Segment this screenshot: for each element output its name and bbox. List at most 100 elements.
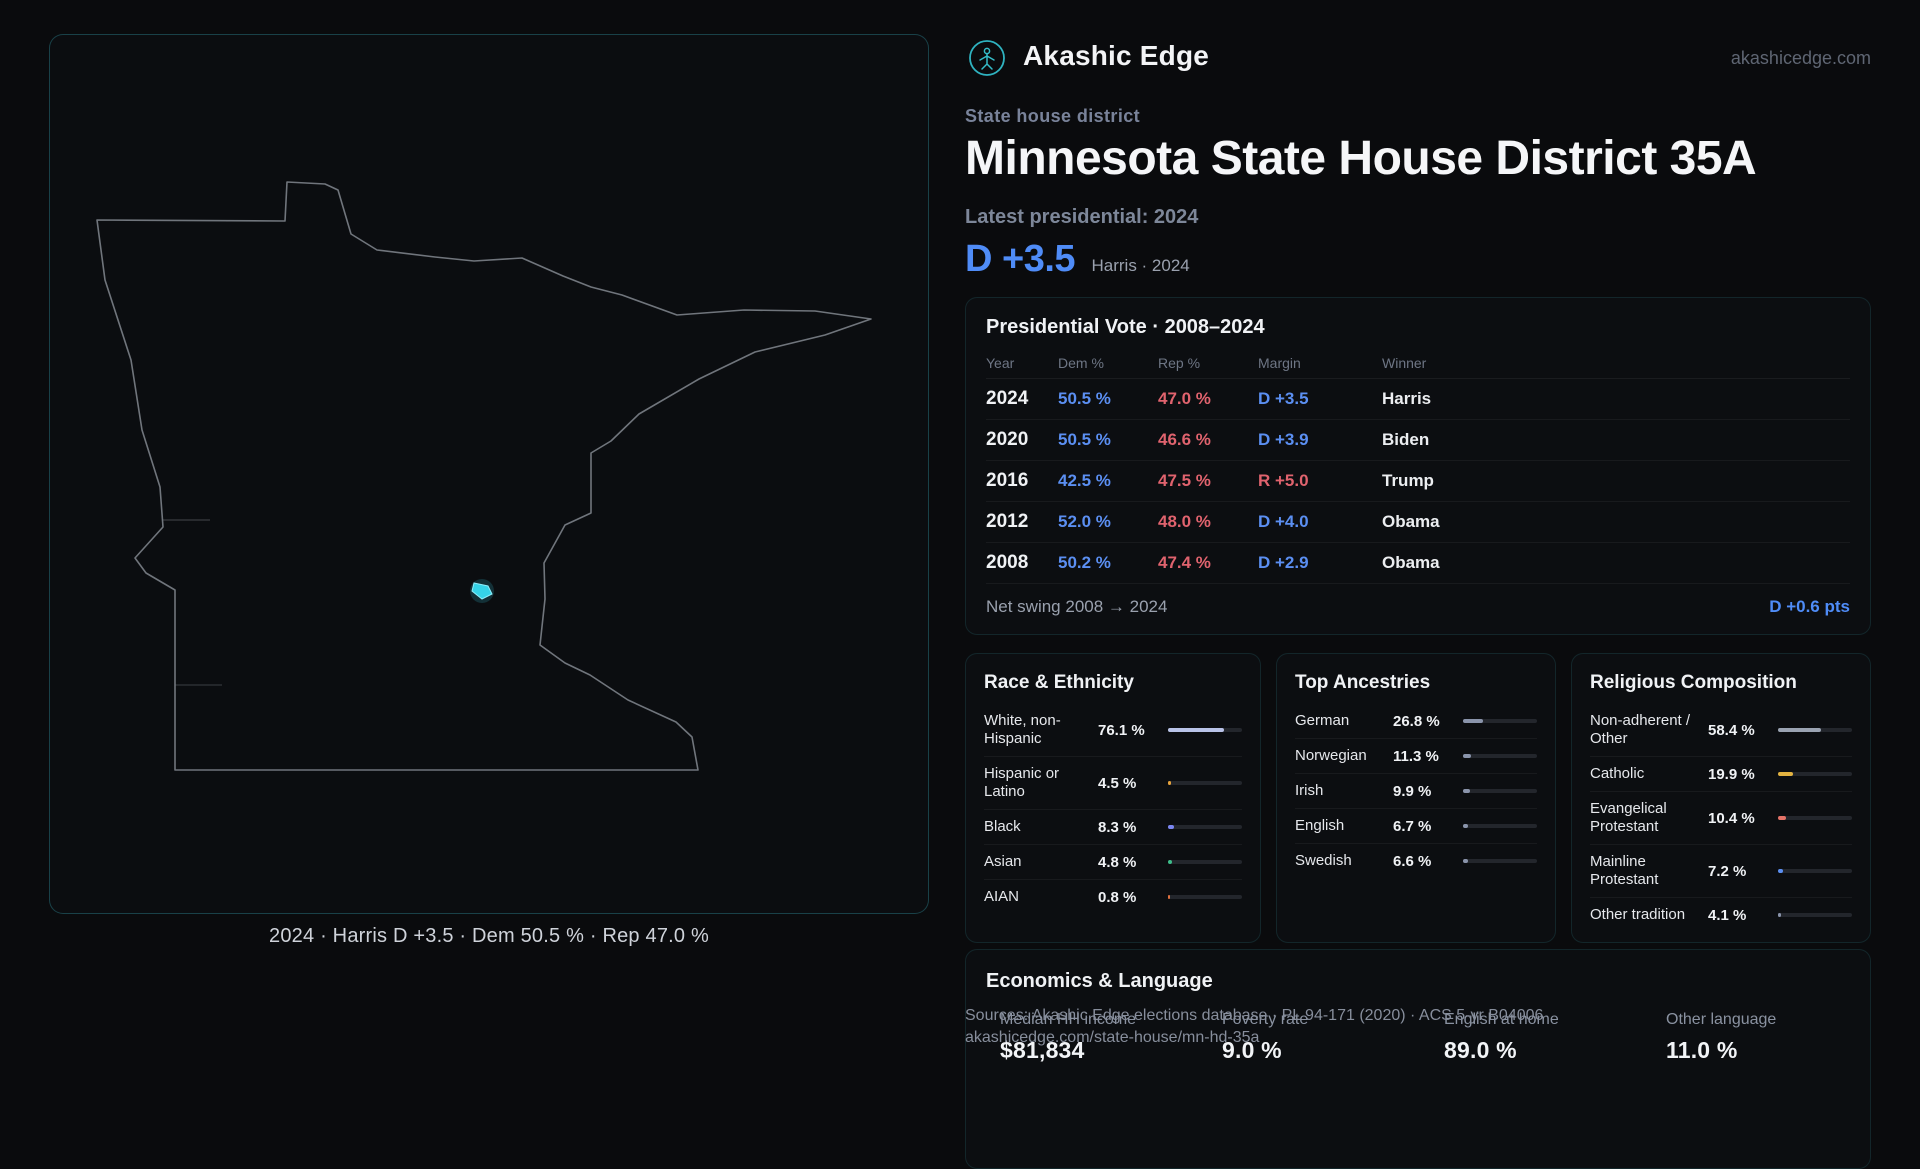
vote-year: 2008 (986, 552, 1029, 573)
demo-label: Other tradition (1590, 906, 1686, 923)
demo-label: Asian (984, 853, 1022, 870)
col-winner: Winner (1382, 354, 1427, 371)
list-item: Norwegian 11.3 % (1295, 739, 1537, 774)
vote-rep-pct: 47.4 % (1158, 553, 1211, 572)
bar-track (1778, 772, 1852, 776)
list-item: Swedish 6.6 % (1295, 844, 1537, 878)
demo-value: 8.3 % (1098, 818, 1137, 836)
religion-card-title: Religious Composition (1590, 672, 1797, 693)
net-swing-row: Net swing 2008 → 2024 D +0.6 pts (986, 597, 1850, 617)
stat-median-income: Median HH income $81,834 (1000, 1011, 1222, 1064)
vote-rep-pct: 48.0 % (1158, 512, 1211, 531)
vote-rep-pct: 46.6 % (1158, 430, 1211, 449)
latest-presidential-label: Latest presidential: 2024 (965, 206, 1199, 228)
bar-fill (1778, 728, 1822, 732)
stat-value: $81,834 (1000, 1037, 1085, 1063)
stat-label: Other language (1666, 1011, 1777, 1028)
vote-dem-pct: 50.5 % (1058, 389, 1111, 408)
bar-track (1463, 824, 1537, 828)
economics-card-title: Economics & Language (986, 970, 1213, 992)
vote-winner: Obama (1382, 512, 1440, 531)
demo-value: 11.3 % (1393, 747, 1439, 765)
bar-track (1168, 728, 1242, 732)
demo-label: AIAN (984, 888, 1020, 905)
vote-year: 2024 (986, 388, 1029, 409)
bar-fill (1168, 825, 1175, 829)
stat-label: English at home (1444, 1011, 1559, 1028)
stat-poverty-rate: Poverty rate 9.0 % (1222, 1011, 1444, 1064)
table-row: 2008 50.2 % 47.4 % D +2.9 Obama (986, 543, 1850, 584)
demo-value: 58.4 % (1708, 721, 1755, 739)
table-row: 2020 50.5 % 46.6 % D +3.9 Biden (986, 420, 1850, 461)
col-margin: Margin (1258, 354, 1301, 371)
vote-margin: D +2.9 (1258, 553, 1309, 572)
ancestries-card-title: Top Ancestries (1295, 672, 1431, 693)
akashic-edge-logo-icon (969, 40, 1005, 76)
brand-name: Akashic Edge (1023, 40, 1210, 71)
list-item: Irish 9.9 % (1295, 774, 1537, 809)
headline-margin: D +3.5 Harris · 2024 (965, 238, 1190, 281)
vote-year: 2016 (986, 470, 1029, 491)
economics-stats-row: Median HH income $81,834 Poverty rate 9.… (986, 1011, 1850, 1064)
permalink[interactable]: akashicedge.com/state-house/mn-hd-35a (965, 1029, 1260, 1046)
district-marker[interactable] (471, 582, 493, 600)
col-rep: Rep % (1158, 354, 1201, 371)
stat-value: 9.0 % (1222, 1037, 1282, 1063)
demo-value: 76.1 % (1098, 721, 1145, 739)
col-dem: Dem % (1058, 354, 1104, 371)
list-item: Evangelical Protestant 10.4 % (1590, 792, 1852, 845)
list-item: Catholic 19.9 % (1590, 757, 1852, 792)
map-caption: 2024 · Harris D +3.5 · Dem 50.5 % · Rep … (269, 925, 709, 947)
bar-fill (1463, 859, 1468, 863)
vote-winner: Trump (1382, 471, 1434, 490)
bar-track (1778, 913, 1852, 917)
list-item: Hispanic or Latino 4.5 % (984, 757, 1242, 810)
demo-label: Evangelical Protestant (1590, 800, 1667, 835)
demo-label: English (1295, 817, 1345, 834)
list-item: Black 8.3 % (984, 810, 1242, 845)
list-item: Other tradition 4.1 % (1590, 898, 1852, 932)
bar-fill (1778, 869, 1784, 873)
demographics-row: Race & Ethnicity White, non-Hispanic 76.… (965, 653, 1871, 943)
net-swing-value: D +0.6 pts (1769, 597, 1850, 616)
stat-label: Median HH income (1000, 1011, 1137, 1028)
demo-label: Catholic (1590, 765, 1645, 782)
race-card-title: Race & Ethnicity (984, 672, 1134, 693)
bar-track (1463, 789, 1537, 793)
table-row: 2024 50.5 % 47.0 % D +3.5 Harris (986, 379, 1850, 420)
brand-domain-link[interactable]: akashicedge.com (1730, 48, 1871, 68)
demo-value: 6.6 % (1393, 852, 1432, 870)
demo-value: 4.5 % (1098, 774, 1137, 792)
bar-fill (1778, 772, 1793, 776)
bar-fill (1168, 781, 1172, 785)
vote-dem-pct: 50.2 % (1058, 553, 1111, 572)
demo-value: 6.7 % (1393, 817, 1432, 835)
vote-margin: D +3.9 (1258, 430, 1309, 449)
bar-fill (1463, 789, 1471, 793)
demo-label: German (1295, 712, 1350, 729)
net-swing-label: Net swing 2008 → 2024 (986, 597, 1168, 616)
list-item: German 26.8 % (1295, 704, 1537, 739)
minnesota-map (96, 181, 872, 771)
bar-fill (1778, 816, 1786, 820)
minnesota-outline (96, 181, 872, 771)
demo-value: 10.4 % (1708, 809, 1755, 827)
bar-track (1463, 754, 1537, 758)
list-item: AIAN 0.8 % (984, 880, 1242, 914)
race-ethnicity-card: Race & Ethnicity White, non-Hispanic 76.… (965, 653, 1261, 943)
map-panel (49, 34, 929, 914)
demo-value: 26.8 % (1393, 712, 1440, 730)
bar-track (1778, 816, 1852, 820)
demo-value: 4.8 % (1098, 853, 1137, 871)
demo-value: 19.9 % (1708, 765, 1755, 783)
list-item: White, non-Hispanic 76.1 % (984, 704, 1242, 757)
religious-composition-card: Religious Composition Non-adherent / Oth… (1571, 653, 1871, 943)
vote-card-title: Presidential Vote · 2008–2024 (986, 316, 1265, 338)
vote-dem-pct: 50.5 % (1058, 430, 1111, 449)
demo-label: Non-adherent / Other (1590, 712, 1691, 747)
vote-rep-pct: 47.5 % (1158, 471, 1211, 490)
col-year: Year (986, 354, 1015, 371)
bar-track (1778, 728, 1852, 732)
list-item: English 6.7 % (1295, 809, 1537, 844)
bar-fill (1463, 754, 1472, 758)
